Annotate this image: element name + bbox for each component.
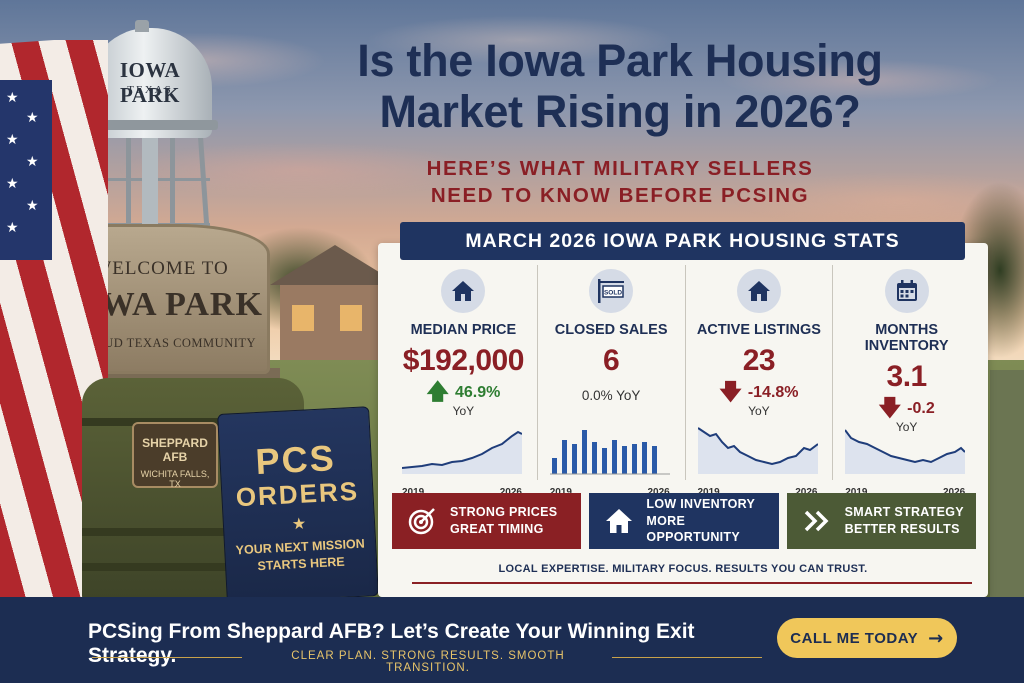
callout-strong-prices: STRONG PRICES GREAT TIMING <box>392 493 582 549</box>
subtitle: HERE’S WHAT MILITARY SELLERS NEED TO KNO… <box>370 156 870 209</box>
arrow-right-icon: → <box>928 627 944 649</box>
axis-start-label: 2019 <box>550 487 572 498</box>
water-tower-label: IOWA PARK <box>119 58 181 107</box>
stat-change: 🡇 -14.8% <box>686 382 833 404</box>
callout-low-inventory: LOW INVENTORY MORE OPPORTUNITY <box>589 493 779 549</box>
cta-label: CALL ME TODAY <box>790 629 919 647</box>
sparkline-active-listings <box>697 418 818 480</box>
bottom-banner-subline: CLEAR PLAN. STRONG RESULTS. SMOOTH TRANS… <box>291 650 565 674</box>
subtitle-line2: NEED TO KNOW BEFORE PCSING <box>430 183 810 207</box>
american-flag: ★ ★ ★ ★ ★ ★ ★ <box>0 40 108 600</box>
axis-end-label: 2026 <box>943 487 965 498</box>
target-icon <box>406 505 438 537</box>
stat-months-inventory: MONTHS INVENTORY 3.1 🡇 -0.2 YoY 2019 202… <box>832 265 980 498</box>
double-chevron-icon <box>801 505 833 537</box>
axis-end-label: 2026 <box>500 487 522 498</box>
callout-smart-strategy: SMART STRATEGY BETTER RESULTS <box>786 493 976 549</box>
sparkline-axis: 2019 2026 <box>402 487 522 498</box>
stat-change-value: -14.8% <box>747 384 799 401</box>
stat-median-price: MEDIAN PRICE $192,000 🡅 46.9% YoY 2019 2… <box>390 265 537 498</box>
welcome-sign-motto: A PROUD TEXAS COMMUNITY <box>65 336 257 350</box>
stat-change-unit: YoY <box>452 404 475 418</box>
folder-title-line2: ORDERS <box>235 475 360 513</box>
call-me-today-button[interactable]: CALL ME TODAY → <box>777 618 957 658</box>
tagline: LOCAL EXPERTISE. MILITARY FOCUS. RESULTS… <box>498 563 868 575</box>
house-icon <box>441 269 486 313</box>
arrow-down-icon: 🡇 <box>719 380 742 405</box>
sparkline-months-inventory <box>845 418 966 480</box>
stat-change: 🡅 46.9% <box>390 382 537 404</box>
water-tower-sublabel: TEXAS <box>127 84 173 96</box>
page-title: Is the Iowa Park Housing Market Rising i… <box>310 35 930 138</box>
stat-value: 3.1 <box>886 360 928 393</box>
stat-change-value: -0.2 <box>907 400 935 417</box>
callout-line1: LOW INVENTORY <box>646 496 756 511</box>
axis-start-label: 2019 <box>845 487 867 498</box>
sparkline-axis: 2019 2026 <box>698 487 818 498</box>
sparkline-median-price <box>402 418 522 480</box>
grass-edge <box>990 370 1024 600</box>
axis-end-label: 2026 <box>648 487 670 498</box>
stat-change-unit: YoY <box>748 404 770 418</box>
title-line2: Market Rising in 2026? <box>379 85 861 137</box>
callout-line1: STRONG PRICES <box>450 505 558 520</box>
stat-closed-sales: SOLD CLOSED SALES 6 0.0% YoY 2019 <box>536 265 685 498</box>
stat-value: 23 <box>742 344 776 377</box>
stats-card-title: MARCH 2026 IOWA PARK HOUSING STATS <box>400 222 965 260</box>
stats-row: MEDIAN PRICE $192,000 🡅 46.9% YoY 2019 2… <box>390 265 980 498</box>
welcome-sign-line1: WELCOME TO <box>93 258 229 279</box>
bar-sparkline-closed-sales <box>549 418 670 480</box>
stat-change: 🡇 -0.2 <box>833 398 980 420</box>
stat-label: ACTIVE LISTINGS <box>696 322 821 338</box>
stat-label: MEDIAN PRICE <box>410 322 517 338</box>
sold-sign-icon: SOLD <box>589 269 634 313</box>
title-line1: Is the Iowa Park Housing <box>357 35 883 86</box>
calendar-icon <box>884 269 929 313</box>
stat-value: $192,000 <box>402 344 525 377</box>
callout-line2: BETTER RESULTS <box>844 522 960 536</box>
callout-row: STRONG PRICES GREAT TIMING LOW INVENTORY… <box>392 493 976 549</box>
axis-start-label: 2019 <box>698 487 720 498</box>
house-icon <box>603 505 634 537</box>
callout-line1: SMART STRATEGY <box>844 505 964 520</box>
arrow-down-icon: 🡇 <box>878 396 902 421</box>
stat-label: MONTHS INVENTORY <box>864 322 949 354</box>
patch-title: SHEPPARD AFB <box>142 436 208 464</box>
subtitle-line1: HERE’S WHAT MILITARY SELLERS <box>426 157 814 180</box>
callout-line2: GREAT TIMING <box>450 522 544 536</box>
sparkline-axis: 2019 2026 <box>845 487 965 498</box>
stat-label: CLOSED SALES <box>554 322 668 338</box>
axis-start-label: 2019 <box>402 487 424 498</box>
pcs-orders-folder: PCS ORDERS ★ YOUR NEXT MISSION STARTS HE… <box>217 406 379 604</box>
stat-value: 6 <box>603 344 620 377</box>
divider <box>412 582 972 584</box>
stat-active-listings: ACTIVE LISTINGS 23 🡇 -14.8% YoY 2019 202… <box>684 265 833 498</box>
stat-change-value: 0.0% YoY <box>581 388 641 403</box>
sparkline-axis: 2019 2026 <box>550 487 670 498</box>
sheppard-afb-patch: SHEPPARD AFB WICHITA FALLS, TX <box>132 422 218 489</box>
divider <box>612 657 762 658</box>
divider <box>92 657 242 658</box>
stat-change-value: 46.9% <box>455 384 501 401</box>
sold-sign-text: SOLD <box>604 290 622 297</box>
arrow-up-icon: 🡅 <box>426 380 449 405</box>
axis-end-label: 2026 <box>795 487 817 498</box>
bottom-banner-headline: PCSing From Sheppard AFB? Let’s Create Y… <box>88 620 695 667</box>
water-tower: IOWA PARK TEXAS <box>80 20 220 259</box>
patch-subtitle: WICHITA FALLS, TX <box>140 469 210 489</box>
star-icon: ★ <box>291 513 307 534</box>
stat-change-unit: YoY <box>895 420 918 434</box>
callout-line2: MORE OPPORTUNITY <box>646 513 741 545</box>
house-icon <box>736 269 781 313</box>
